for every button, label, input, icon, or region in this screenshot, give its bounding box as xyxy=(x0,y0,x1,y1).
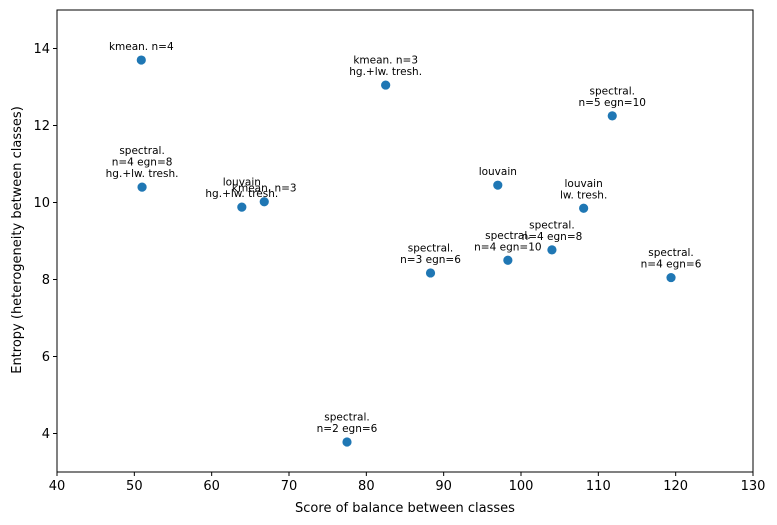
scatter-point xyxy=(493,180,503,190)
x-tick-label: 50 xyxy=(126,479,143,494)
point-annotation: hg.+lw. tresh. xyxy=(349,66,422,78)
scatter-point xyxy=(137,182,147,192)
y-axis: 4 6 8 10 12 14 xyxy=(33,42,57,442)
y-axis-label: Entropy (heterogeneity between classes) xyxy=(10,106,25,374)
scatter-point xyxy=(237,202,247,212)
x-tick-label: 70 xyxy=(281,479,298,494)
point-annotation: spectral. xyxy=(324,411,370,423)
point-annotation: n=3 egn=6 xyxy=(400,254,461,266)
point-annotation: n=4 egn=8 xyxy=(112,157,173,169)
scatter-point xyxy=(607,111,617,121)
point-annotation: spectral. xyxy=(590,85,636,97)
point-annotation: n=2 egn=6 xyxy=(317,423,378,435)
point-annotation: n=4 egn=10 xyxy=(474,241,541,253)
scatter-point xyxy=(381,80,391,90)
y-tick-label: 12 xyxy=(33,119,50,134)
plot-frame xyxy=(56,9,754,473)
point-annotation: n=4 egn=6 xyxy=(641,259,702,271)
point-annotation: louvain xyxy=(479,166,517,178)
point-annotation: spectral. xyxy=(408,242,454,254)
point-annotation: kmean. n=3 xyxy=(353,55,418,67)
scatter-point xyxy=(342,437,352,447)
x-tick-label: 60 xyxy=(203,479,220,494)
point-annotation: hg.+lw. tresh. xyxy=(106,168,179,180)
point-annotation: kmean. n=4 xyxy=(109,41,174,53)
point-annotation: spectral. xyxy=(529,219,575,231)
x-tick-label: 80 xyxy=(358,479,375,494)
point-annotation: n=4 egn=8 xyxy=(522,231,583,243)
x-tick-label: 130 xyxy=(741,479,766,494)
point-annotation: spectral. xyxy=(485,230,531,242)
scatter-point xyxy=(136,55,146,65)
scatter-point xyxy=(503,255,513,265)
scatter-point xyxy=(259,197,269,207)
point-annotation: spectral. xyxy=(648,247,694,259)
scatter-point xyxy=(579,203,589,213)
point-annotation: louvain xyxy=(223,177,261,189)
x-tick-label: 100 xyxy=(509,479,534,494)
point-annotation: n=5 egn=10 xyxy=(579,97,646,109)
scatter-point xyxy=(547,245,557,255)
point-annotation: lw. tresh. xyxy=(560,189,607,201)
y-tick-label: 14 xyxy=(33,42,50,57)
data-points xyxy=(136,55,676,447)
point-annotation: louvain xyxy=(565,178,603,190)
point-annotation: kmean. n=3 xyxy=(232,183,297,195)
point-annotation: hg.+lw. tresh. xyxy=(205,188,278,200)
x-tick-label: 120 xyxy=(663,479,688,494)
x-tick-label: 90 xyxy=(435,479,452,494)
point-annotation: spectral. xyxy=(119,145,165,157)
y-tick-label: 4 xyxy=(42,427,50,442)
scatter-point xyxy=(425,268,436,278)
y-tick-label: 6 xyxy=(42,350,50,365)
x-tick-label: 110 xyxy=(586,479,611,494)
x-tick-label: 40 xyxy=(49,479,66,494)
x-axis-label: Score of balance between classes xyxy=(295,501,515,516)
x-axis: 40 50 60 70 80 90 100 110 120 130 xyxy=(49,472,766,494)
y-tick-label: 8 xyxy=(42,273,50,288)
y-tick-label: 10 xyxy=(33,196,50,211)
scatter-point xyxy=(666,272,676,283)
